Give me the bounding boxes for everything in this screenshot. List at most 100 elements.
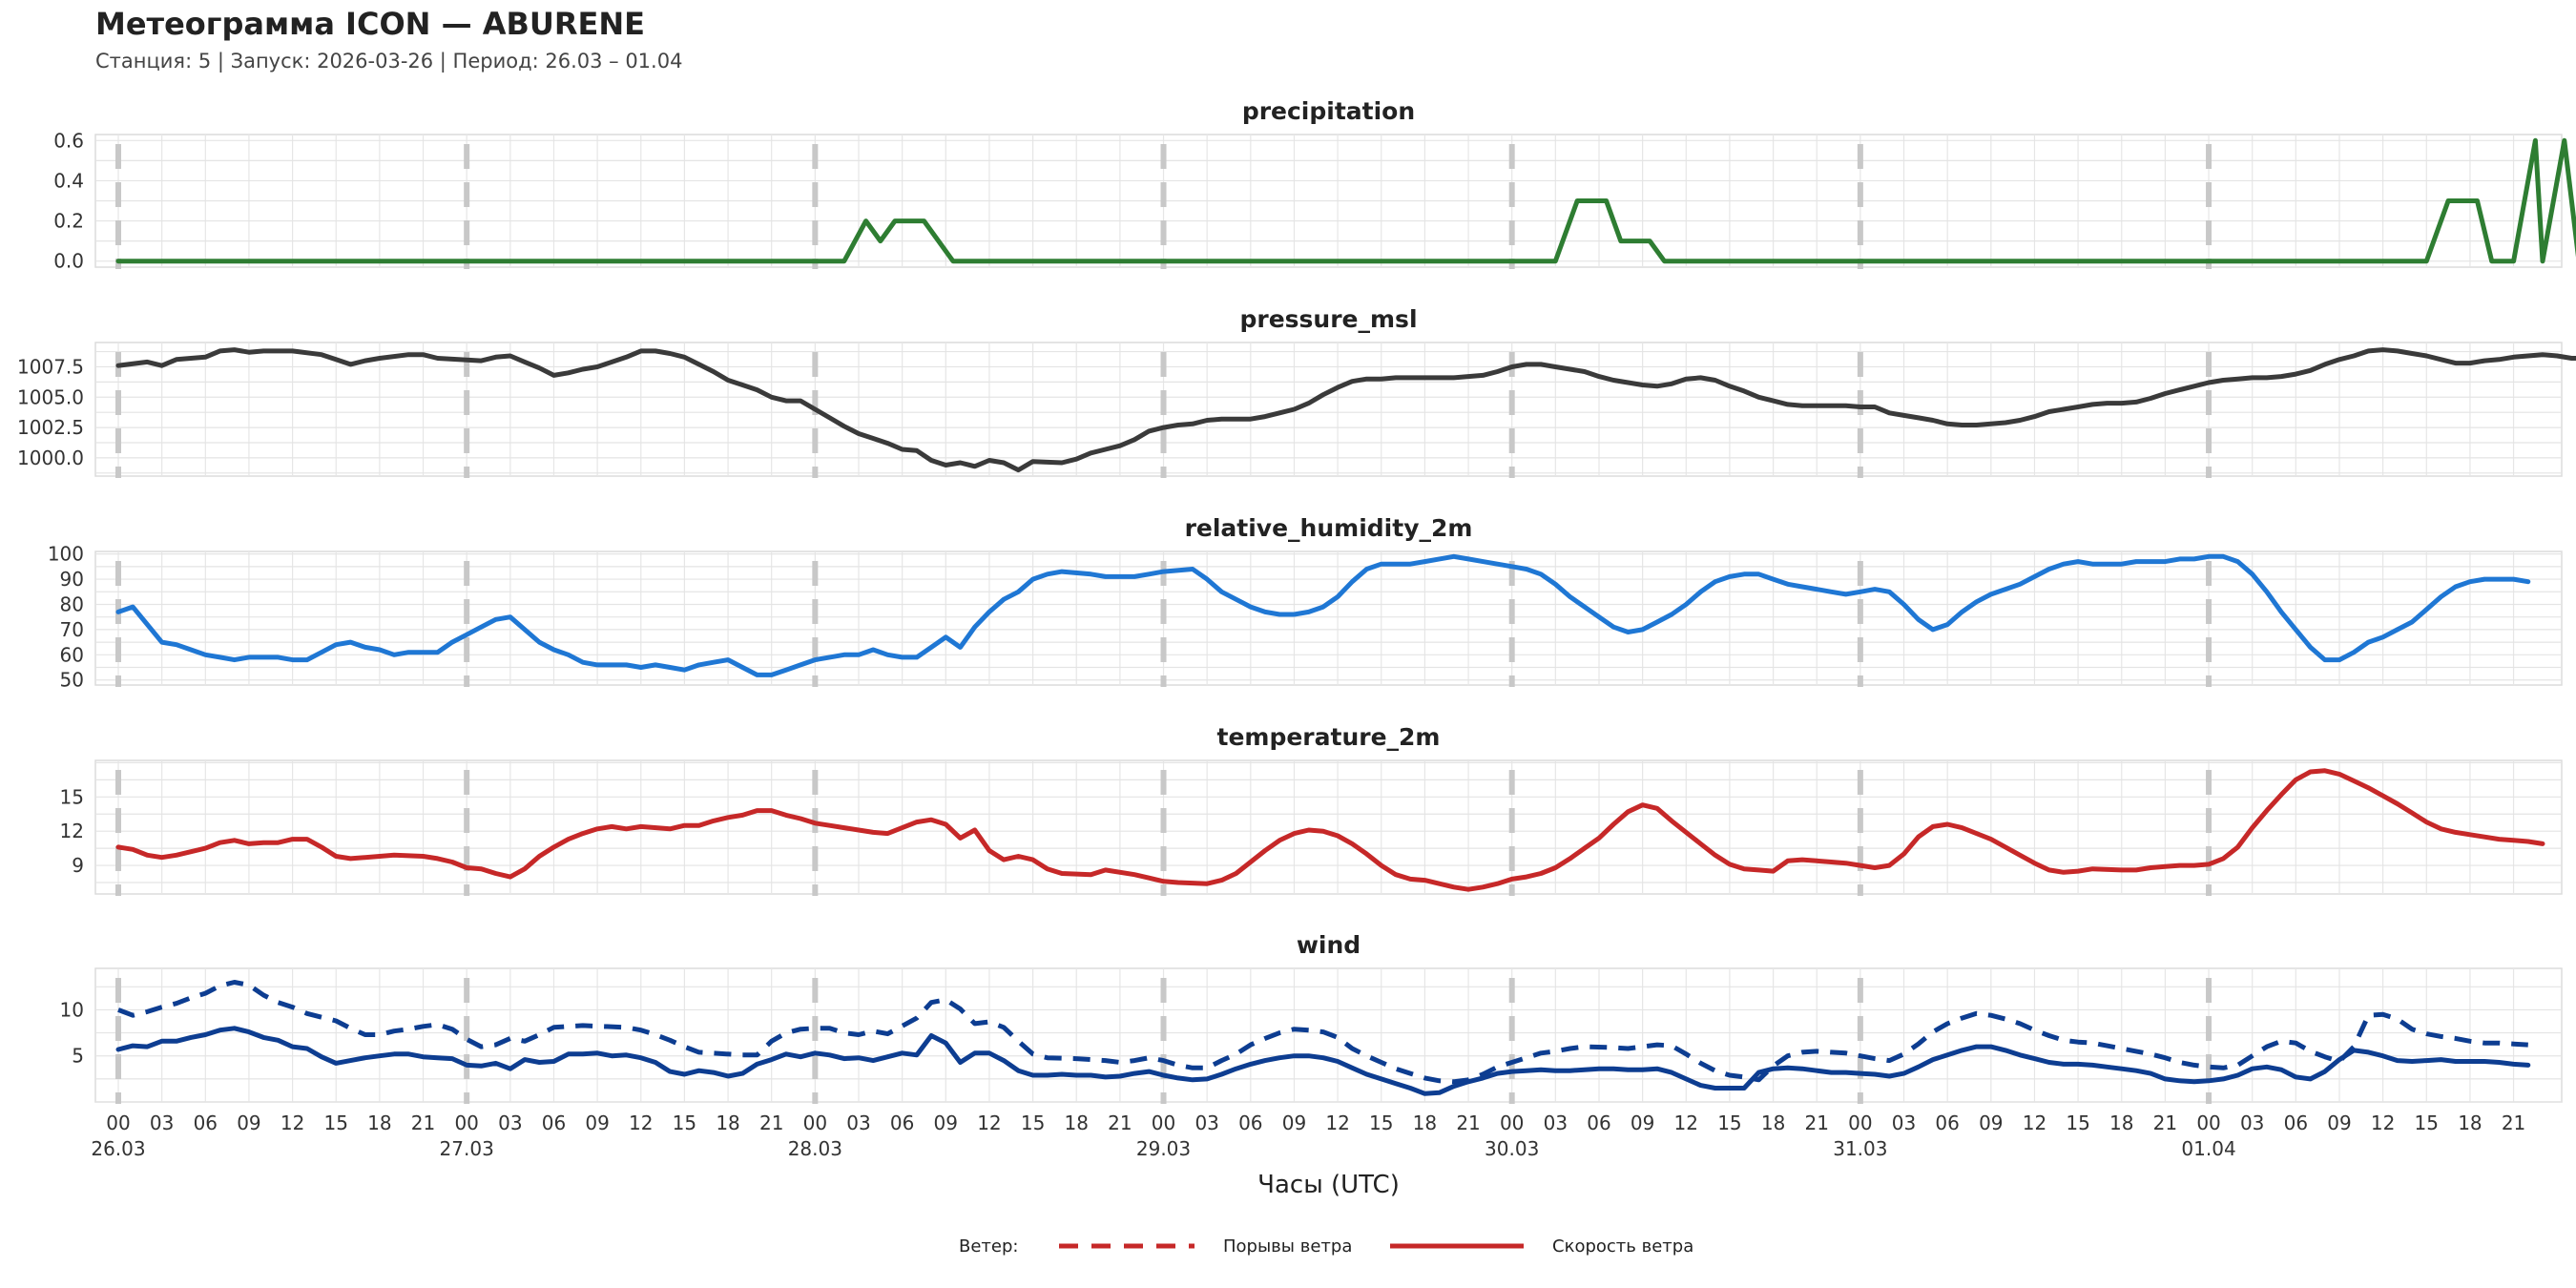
x-tick-hour: 21 [1804,1111,1828,1134]
x-tick-date: 01.04 [2181,1137,2235,1160]
x-tick-hour: 09 [1979,1111,2003,1134]
x-tick-hour: 00 [1848,1111,1872,1134]
series-line-relative-humidity-2m-0 [115,553,2531,677]
panel-pressure-msl: 1000.0 1002.5 1005.0 1007.5 pressure_msl [17,305,2576,478]
y-tick-label: 12 [60,820,84,842]
y-tick-label: 80 [60,592,84,615]
x-tick-hour: 12 [280,1111,304,1134]
series-line-wind-0 [117,980,2528,1085]
panel-title: wind [1297,931,1361,959]
x-tick-hour: 12 [2023,1111,2046,1134]
panel-precipitation: 0.0 0.2 0.4 0.6 precipitation [53,97,2576,273]
x-tick-hour: 12 [629,1111,653,1134]
panel-title: relative_humidity_2m [1185,514,1473,542]
x-tick-hour: 03 [498,1111,522,1134]
y-tick-label: 90 [60,568,84,591]
y-tick-label: 0.2 [53,210,84,233]
y-tick-label: 0.4 [53,169,84,192]
x-tick-hour: 12 [977,1111,1001,1134]
x-tick-hour: 15 [2415,1111,2439,1134]
y-tick-label: 9 [72,854,84,877]
x-tick-hour: 06 [1935,1111,1959,1134]
x-tick-hour: 09 [1631,1111,1654,1134]
legend: Ветер: Порывы ветра Скорость ветра [959,1236,1693,1257]
y-tick-label: 50 [60,669,84,692]
x-tick-hour: 12 [2371,1111,2395,1134]
y-tick-label: 100 [48,543,84,566]
y-tick-label: 1005.0 [17,385,84,408]
x-tick-hour: 12 [1325,1111,1349,1134]
x-tick-hour: 06 [1587,1111,1610,1134]
y-tick-label: 10 [60,998,84,1021]
panel-temperature-2m: 9 12 15 temperature_2m [60,723,2563,896]
x-tick-hour: 03 [150,1111,174,1134]
x-tick-date: 27.03 [440,1137,494,1160]
y-tick-label: 5 [72,1045,84,1068]
y-tick-label: 70 [60,618,84,641]
x-tick-hour: 18 [2458,1111,2482,1134]
x-tick-hour: 06 [194,1111,218,1134]
series-line-wind-1 [115,1026,2531,1096]
x-tick-hour: 00 [454,1111,478,1134]
x-tick-hour: 21 [2502,1111,2525,1134]
x-tick-hour: 15 [1021,1111,1045,1134]
x-tick-hour: 09 [585,1111,609,1134]
y-tick-label: 1000.0 [17,447,84,469]
x-tick-hour: 00 [106,1111,130,1134]
y-tick-label: 60 [60,643,84,666]
panel-wind: 5 10 wind [60,931,2563,1104]
x-tick-date: 30.03 [1485,1137,1539,1160]
x-tick-hour: 21 [1108,1111,1132,1134]
x-tick-hour: 00 [803,1111,827,1134]
x-tick-hour: 06 [542,1111,566,1134]
x-tick-hour: 21 [411,1111,435,1134]
x-tick-hour: 15 [324,1111,348,1134]
chart-title: Метеограмма ICON — ABURENE [95,6,645,42]
x-tick-hour: 00 [1152,1111,1175,1134]
chart-subtitle: Станция: 5 | Запуск: 2026-03-26 | Период… [95,50,683,73]
x-tick-hour: 09 [2327,1111,2351,1134]
x-tick-hour: 21 [1456,1111,1480,1134]
x-tick-hour: 03 [846,1111,870,1134]
x-tick-hour: 03 [1195,1111,1218,1134]
x-tick-hour: 18 [1761,1111,1785,1134]
x-tick-hour: 03 [1544,1111,1568,1134]
x-tick-hour: 06 [2284,1111,2308,1134]
x-tick-date: 29.03 [1136,1137,1191,1160]
x-tick-hour: 15 [1369,1111,1393,1134]
x-tick-hour: 06 [1238,1111,1262,1134]
y-tick-label: 0.0 [53,250,84,273]
x-tick-hour: 18 [1413,1111,1437,1134]
x-tick-hour: 21 [759,1111,783,1134]
x-tick-hour: 18 [367,1111,391,1134]
x-tick-date: 28.03 [788,1137,842,1160]
x-tick-date: 26.03 [91,1137,145,1160]
x-tick-hour: 09 [1282,1111,1306,1134]
x-tick-hour: 18 [716,1111,739,1134]
y-tick-label: 1007.5 [17,355,84,378]
series-line-precipitation-0 [115,137,2576,264]
panel-frame [94,342,2563,477]
x-tick-hour: 12 [1674,1111,1698,1134]
x-tick-hour: 06 [890,1111,914,1134]
x-tick-hour: 00 [2196,1111,2220,1134]
panel-frame [94,759,2563,895]
series-line-pressure-msl-0 [115,347,2576,473]
x-tick-date: 31.03 [1833,1137,1887,1160]
x-axis-label: Часы (UTC) [1257,1171,1400,1199]
x-tick-hour: 09 [934,1111,958,1134]
x-tick-hour: 03 [2240,1111,2264,1134]
x-tick-hour: 21 [2153,1111,2177,1134]
panel-title: temperature_2m [1217,723,1441,751]
x-tick-hour: 15 [2066,1111,2089,1134]
legend-label: Порывы ветра [1223,1236,1352,1257]
x-tick-hour: 00 [1500,1111,1524,1134]
x-tick-hour: 09 [237,1111,260,1134]
panel-title: pressure_msl [1239,305,1417,333]
series-line-temperature-2m-0 [115,768,2545,892]
legend-title: Ветер: [959,1236,1018,1257]
x-tick-hour: 15 [1717,1111,1741,1134]
y-tick-label: 1002.5 [17,416,84,439]
